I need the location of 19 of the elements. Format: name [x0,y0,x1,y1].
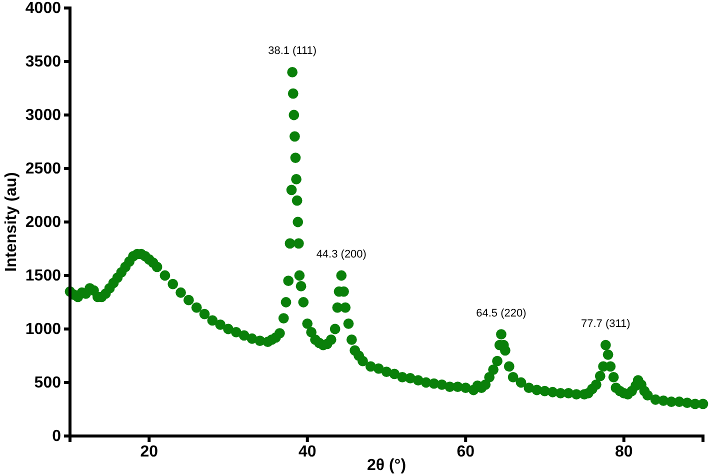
y-tick-label: 2000 [25,214,62,232]
y-tick-label: 1500 [25,268,62,285]
y-tick-label: 3500 [25,54,62,71]
y-tick-label: 3000 [25,107,62,124]
y-tick-label: 1000 [25,321,62,338]
y-tick-label: 4000 [25,0,62,18]
annotation: 64.5 (220) [476,307,526,320]
x-axis-title: 2θ (°) [366,457,406,474]
x-tick-label: 60 [456,443,475,460]
x-tick-label: 20 [140,443,158,460]
y-tick-label: 500 [34,374,62,392]
annotation: 44.3 (200) [316,248,366,260]
annotation: 38.1 (111) [268,45,317,58]
y-axis-title: Intensity (au) [3,172,20,272]
y-tick-label: 0 [52,428,62,446]
x-tick-label: 80 [614,443,633,460]
y-tick-label: 2500 [25,160,62,178]
annotation: 77.7 (311) [581,318,630,330]
x-tick-label: 40 [298,443,316,460]
